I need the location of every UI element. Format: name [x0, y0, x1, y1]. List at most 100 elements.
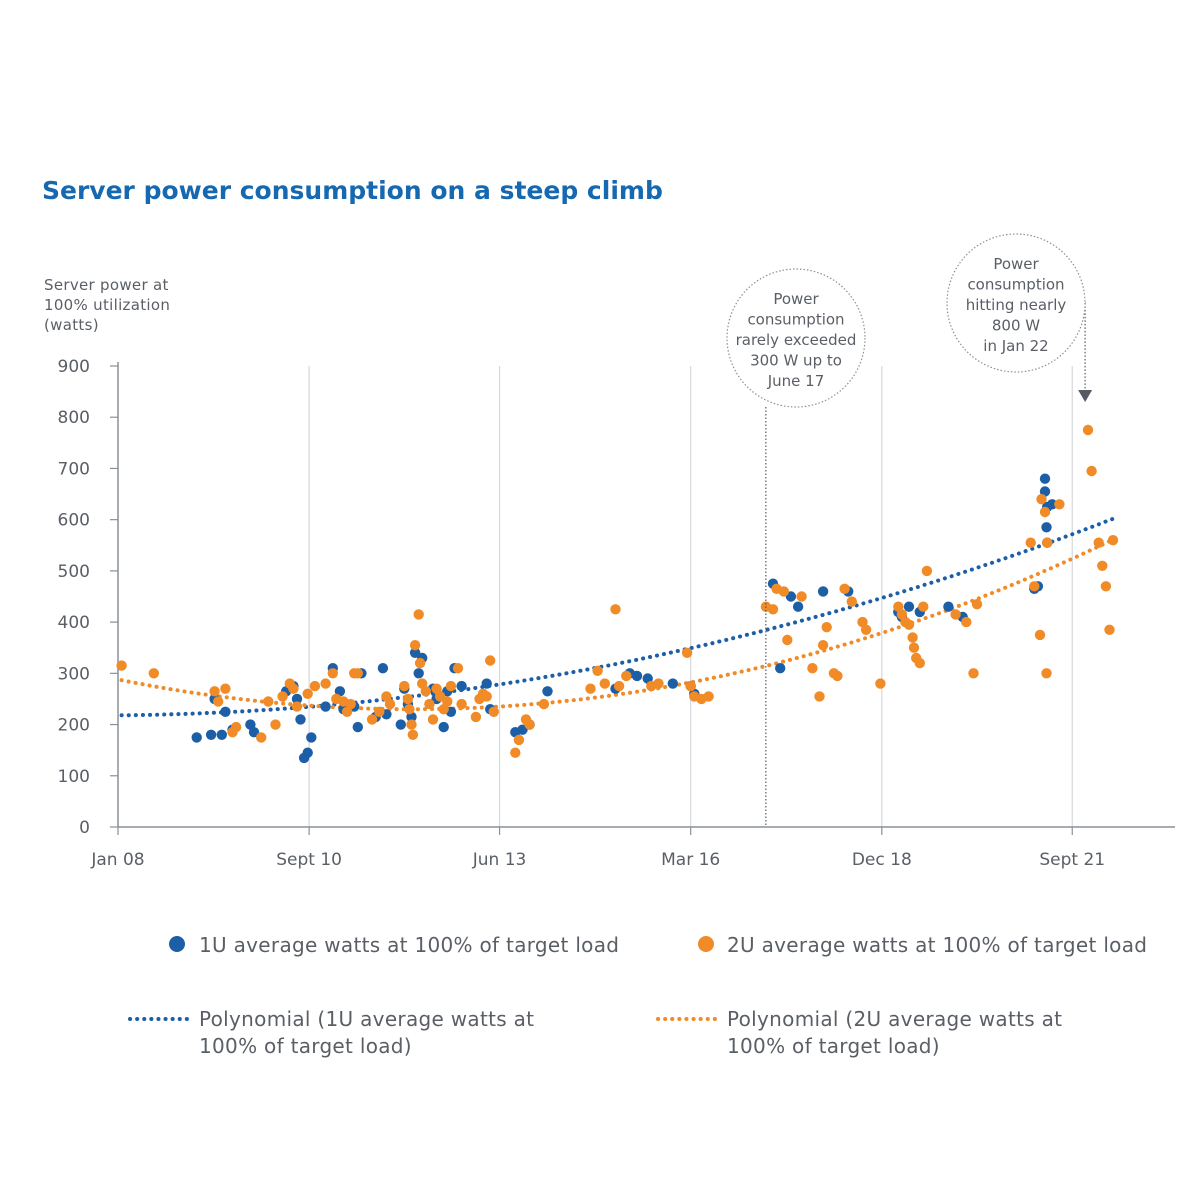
point-2u: [592, 665, 603, 676]
point-2u: [470, 711, 482, 723]
point-2u: [1034, 629, 1046, 641]
point-2u: [613, 680, 625, 692]
point-2u: [950, 609, 961, 620]
point-2u: [427, 714, 439, 725]
y-axis-label-line-1: Server power at: [44, 276, 169, 294]
x-tick-label: Dec 18: [852, 850, 912, 870]
point-2u: [302, 688, 313, 699]
y-tick-label: 300: [58, 664, 90, 684]
point-2u: [921, 565, 933, 577]
point-2u: [263, 696, 274, 707]
point-2u: [839, 583, 850, 594]
point-2u: [366, 714, 378, 725]
legend-1u-label: 1U average watts at 100% of target load: [199, 933, 619, 957]
grid: [308, 366, 1073, 827]
point-1u: [295, 714, 306, 725]
point-2u: [524, 719, 535, 730]
point-2u: [409, 640, 421, 651]
point-2u: [213, 696, 224, 707]
callout-1-text: consumption: [747, 311, 844, 329]
callout-2-text: hitting nearly: [966, 296, 1067, 314]
point-2u: [256, 732, 267, 743]
y-tick-label: 400: [58, 613, 90, 633]
point-1u: [220, 706, 231, 717]
point-2u: [277, 691, 288, 702]
point-2u: [685, 680, 696, 692]
callout-1-text: 300 W up to: [750, 352, 842, 370]
point-1u: [205, 729, 217, 740]
point-2u: [456, 698, 467, 710]
legend: 1U average watts at 100% of target load …: [128, 933, 1147, 1058]
point-2u: [309, 680, 321, 692]
point-2u: [907, 632, 918, 643]
callout-1-bubble: [726, 268, 866, 408]
point-1u: [413, 668, 424, 679]
legend-2u-trend-label-line-1: Polynomial (2U average watts at: [727, 1007, 1062, 1031]
point-2u: [327, 668, 338, 679]
point-2u: [288, 683, 299, 694]
point-2u: [270, 719, 281, 730]
point-2u: [538, 698, 550, 710]
point-2u: [374, 706, 385, 717]
point-1u: [456, 680, 467, 692]
point-2u: [767, 604, 779, 615]
point-2u: [345, 698, 356, 710]
point-1u: [542, 686, 553, 697]
callout-2-arrowhead: [1078, 390, 1093, 402]
point-2u: [413, 609, 424, 620]
point-2u: [481, 691, 492, 702]
legend-1u-trend-label-line-2: 100% of target load): [199, 1034, 412, 1058]
point-2u: [681, 647, 693, 658]
y-axis-label-line-2: 100% utilization: [44, 296, 170, 314]
y-tick-label: 800: [58, 408, 90, 428]
point-1u: [792, 601, 804, 612]
annotations: Power consumption rarely exceeded 300 W up …: [726, 233, 1093, 827]
point-1u: [817, 586, 829, 597]
point-2u: [796, 591, 807, 602]
point-1u: [903, 601, 915, 612]
point-2u: [406, 719, 417, 730]
point-2u: [488, 706, 499, 717]
point-1u: [352, 721, 363, 733]
point-1u: [395, 719, 406, 730]
point-2u: [860, 624, 872, 635]
point-2u: [703, 691, 714, 702]
point-2u: [420, 686, 431, 697]
point-2u: [782, 634, 793, 646]
point-2u: [1036, 494, 1047, 505]
point-2u: [1093, 537, 1104, 548]
callout-2-text: Power: [993, 255, 1039, 273]
point-2u: [402, 693, 414, 705]
data-points: [116, 424, 1119, 764]
point-2u: [961, 616, 972, 628]
point-2u: [585, 683, 596, 694]
callout-1-text: rarely exceeded: [736, 331, 857, 349]
point-2u: [814, 691, 825, 702]
x-tick-label: Mar 16: [661, 850, 720, 870]
y-tick-label: 500: [58, 562, 90, 582]
y-axis-label-line-3: (watts): [44, 316, 99, 334]
point-2u: [1082, 424, 1094, 436]
point-2u: [914, 657, 925, 669]
point-2u: [445, 680, 457, 692]
x-tick-label: Sept 10: [276, 850, 342, 870]
point-2u: [918, 601, 929, 612]
point-2u: [1039, 506, 1051, 518]
point-2u: [434, 691, 446, 702]
legend-2u-marker: [698, 936, 714, 952]
point-1u: [377, 663, 389, 674]
point-1u: [248, 727, 260, 738]
point-2u: [414, 657, 426, 669]
point-2u: [1086, 465, 1097, 477]
point-2u: [832, 670, 843, 682]
point-2u: [971, 599, 983, 610]
point-1u: [216, 729, 227, 740]
point-1u: [320, 701, 331, 712]
point-2u: [968, 668, 979, 679]
point-2u: [653, 678, 664, 689]
point-1u: [191, 732, 202, 743]
callout-2-text: in Jan 22: [983, 337, 1048, 355]
axes: [117, 362, 1175, 828]
point-2u: [817, 640, 829, 651]
